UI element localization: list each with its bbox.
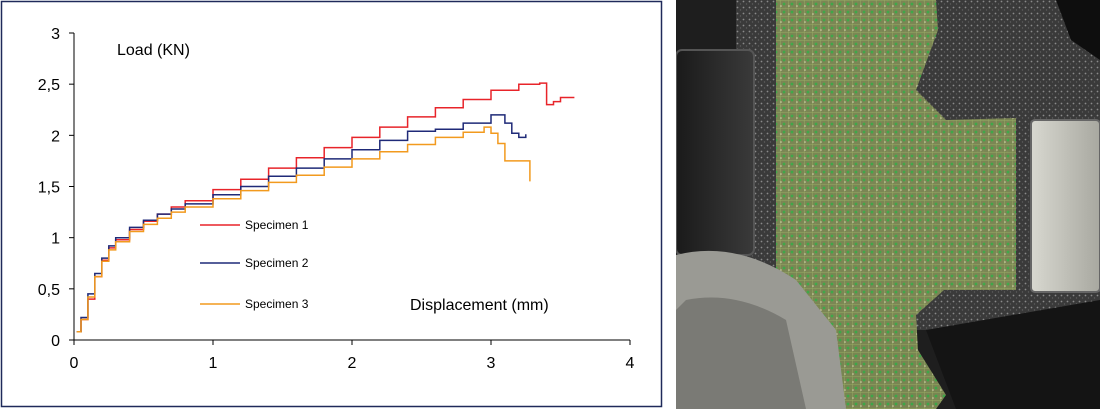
x-tick-label: 3 (487, 355, 496, 372)
x-tick-label: 4 (626, 355, 635, 372)
x-tick-label: 1 (209, 355, 218, 372)
x-axis-label: Displacement (mm) (410, 297, 549, 314)
y-tick-label: 0 (51, 333, 60, 350)
legend-entry: Specimen 1 (245, 218, 309, 232)
y-tick-label: 2,5 (38, 77, 60, 94)
top-right-dark (1056, 0, 1100, 60)
y-tick-label: 0,5 (38, 282, 60, 299)
x-tick-label: 2 (348, 355, 357, 372)
y-tick-label: 3 (51, 26, 60, 43)
left-grip (676, 49, 755, 256)
right-grip (1030, 119, 1100, 293)
series-line-specimen-3 (76, 126, 531, 333)
y-tick-label: 1 (51, 231, 60, 248)
legend-entry: Specimen 3 (245, 297, 309, 311)
chart-border (0, 0, 663, 408)
y-axis-label: Load (KN) (117, 42, 190, 59)
y-tick-label: 1,5 (38, 180, 60, 197)
axes: 0 0,5 1 1,5 2 2,5 3 0 1 2 3 4 (38, 26, 635, 372)
specimen-photo (676, 0, 1100, 409)
legend: Specimen 1 Specimen 2 Specimen 3 (200, 218, 309, 311)
legend-entry: Specimen 2 (245, 256, 309, 270)
bottom-left-clamp-shadow (676, 297, 806, 409)
series-lines (76, 82, 575, 333)
specimen-area (776, 0, 1016, 409)
y-tick-label: 2 (51, 128, 60, 145)
bottom-right-dark (926, 300, 1100, 409)
specimen-photo-image (676, 0, 1100, 409)
x-tick-label: 0 (70, 355, 79, 372)
series-line-specimen-2 (76, 114, 527, 333)
